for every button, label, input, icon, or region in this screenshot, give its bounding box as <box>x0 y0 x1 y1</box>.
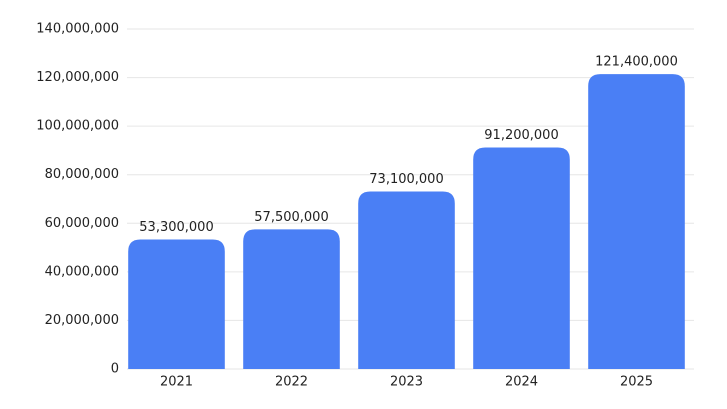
value-label: 57,500,000 <box>254 210 328 225</box>
y-tick-label: 120,000,000 <box>36 70 119 85</box>
x-tick-label: 2022 <box>275 375 308 390</box>
value-label: 53,300,000 <box>139 220 213 235</box>
bar <box>358 191 455 369</box>
y-tick-label: 80,000,000 <box>45 167 119 182</box>
y-tick-label: 0 <box>111 362 119 377</box>
value-label: 121,400,000 <box>595 55 678 70</box>
y-tick-label: 20,000,000 <box>45 313 119 328</box>
bar <box>473 147 570 369</box>
x-tick-label: 2024 <box>505 375 538 390</box>
value-label: 73,100,000 <box>369 172 443 187</box>
y-tick-label: 40,000,000 <box>45 264 119 279</box>
bar <box>128 239 225 369</box>
y-tick-label: 60,000,000 <box>45 216 119 231</box>
bar <box>588 74 685 370</box>
x-tick-label: 2025 <box>620 375 653 390</box>
bar <box>243 229 340 369</box>
x-tick-label: 2023 <box>390 375 423 390</box>
value-label: 91,200,000 <box>484 128 558 143</box>
y-tick-label: 100,000,000 <box>36 119 119 134</box>
y-tick-label: 140,000,000 <box>36 22 119 37</box>
x-tick-label: 2021 <box>160 375 193 390</box>
